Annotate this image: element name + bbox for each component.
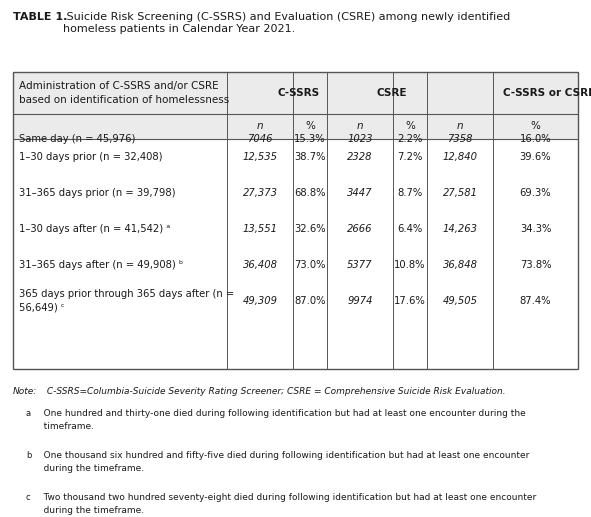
FancyBboxPatch shape [13,72,578,369]
Bar [13,72,578,369]
Text: 5377: 5377 [348,260,373,270]
Text: 7.2%: 7.2% [397,152,423,162]
Text: 36,848: 36,848 [443,260,478,270]
Text: 2666: 2666 [348,224,373,234]
Text: a: a [26,409,31,418]
Text: 10.8%: 10.8% [394,260,426,270]
Text: %: % [305,121,315,131]
Text: 38.7%: 38.7% [294,152,326,162]
Text: 16.0%: 16.0% [519,134,551,144]
Text: 27,581: 27,581 [443,188,478,198]
Text: 31–365 days after (n = 49,908) ᵇ: 31–365 days after (n = 49,908) ᵇ [19,260,183,270]
Text: 32.6%: 32.6% [294,224,326,234]
Text: One thousand six hundred and fifty-five died during following identification but: One thousand six hundred and fifty-five … [35,451,530,473]
Text: One hundred and thirty-one died during following identification but had at least: One hundred and thirty-one died during f… [35,409,526,431]
Text: 1–30 days prior (n = 32,408): 1–30 days prior (n = 32,408) [19,152,163,162]
Text: 49,309: 49,309 [242,296,278,306]
Text: 31–365 days prior (n = 39,798): 31–365 days prior (n = 39,798) [19,188,176,198]
Text: 365 days prior through 365 days after (n =
56,649) ᶜ: 365 days prior through 365 days after (n… [19,290,234,313]
Text: 1023: 1023 [348,134,373,144]
Text: 12,535: 12,535 [242,152,278,162]
Bar [13,114,578,139]
Text: 73.0%: 73.0% [294,260,326,270]
Text: 73.8%: 73.8% [519,260,551,270]
Text: 8.7%: 8.7% [397,188,423,198]
Text: c: c [26,493,31,502]
Text: 13,551: 13,551 [242,224,278,234]
Text: C-SSRS: C-SSRS [277,88,319,98]
Text: 2328: 2328 [348,152,373,162]
Text: 17.6%: 17.6% [394,296,426,306]
Text: 7046: 7046 [247,134,273,144]
Text: Note:: Note: [13,387,37,396]
Text: TABLE 1.: TABLE 1. [13,12,67,22]
Text: 12,840: 12,840 [443,152,478,162]
Text: C-SSRS=Columbia-Suicide Severity Rating Screener; CSRE = Comprehensive Suicide R: C-SSRS=Columbia-Suicide Severity Rating … [44,387,506,396]
Text: 2.2%: 2.2% [397,134,423,144]
Text: n: n [357,121,363,131]
Text: CSRE: CSRE [377,88,408,98]
Text: 34.3%: 34.3% [520,224,551,234]
Text: 7358: 7358 [447,134,473,144]
Text: 27,373: 27,373 [242,188,278,198]
Bar [13,72,578,114]
Text: 6.4%: 6.4% [397,224,423,234]
Text: 49,505: 49,505 [443,296,478,306]
Text: n: n [256,121,264,131]
Text: 9974: 9974 [348,296,373,306]
Text: 69.3%: 69.3% [519,188,551,198]
Text: 14,263: 14,263 [443,224,478,234]
Text: Suicide Risk Screening (C-SSRS) and Evaluation (CSRE) among newly identified
hom: Suicide Risk Screening (C-SSRS) and Eval… [63,12,510,34]
Text: 68.8%: 68.8% [294,188,326,198]
Text: 15.3%: 15.3% [294,134,326,144]
Text: Same day (n = 45,976): Same day (n = 45,976) [19,134,135,144]
Text: 3447: 3447 [348,188,373,198]
Text: 1–30 days after (n = 41,542) ᵃ: 1–30 days after (n = 41,542) ᵃ [19,224,170,234]
Text: %: % [405,121,415,131]
Text: C-SSRS or CSRE: C-SSRS or CSRE [502,88,591,98]
Text: Administration of C-SSRS and/or CSRE
based on identification of homelessness: Administration of C-SSRS and/or CSRE bas… [19,81,229,105]
Text: %: % [531,121,540,131]
Text: 87.0%: 87.0% [294,296,326,306]
Text: 87.4%: 87.4% [519,296,551,306]
Text: b: b [26,451,31,460]
Text: n: n [457,121,463,131]
Text: Two thousand two hundred seventy-eight died during following identification but : Two thousand two hundred seventy-eight d… [35,493,536,515]
Text: 36,408: 36,408 [242,260,278,270]
Text: 39.6%: 39.6% [519,152,551,162]
